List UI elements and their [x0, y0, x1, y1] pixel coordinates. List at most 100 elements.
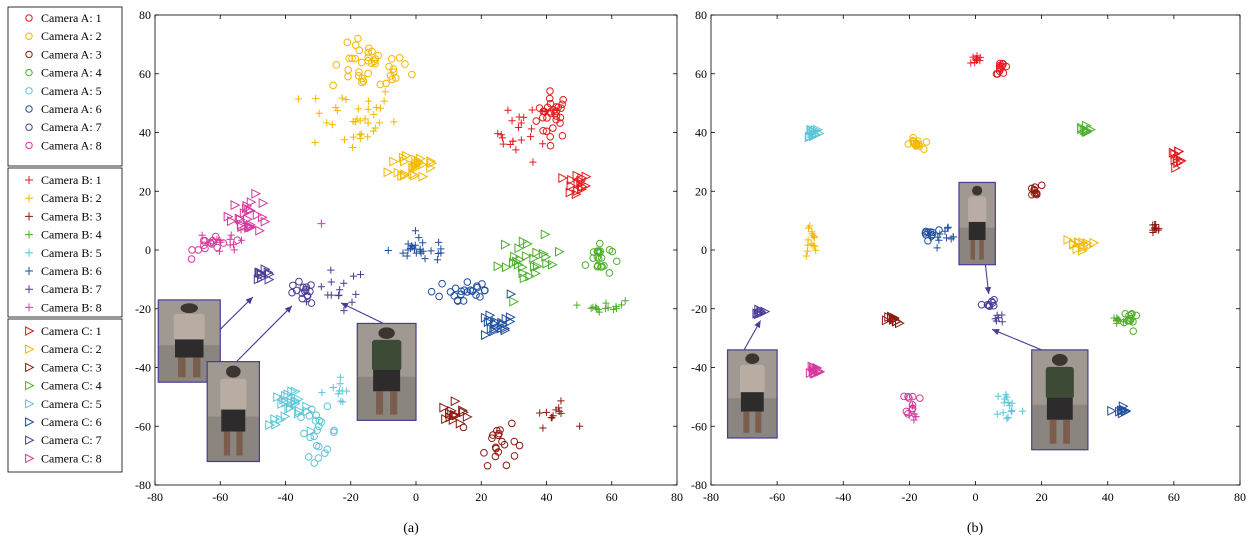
legend-entry: Camera C: 8	[41, 451, 102, 465]
y-tick-label: -40	[691, 361, 707, 375]
point-camera-c-5	[286, 397, 297, 408]
point-camera-c-3	[884, 312, 895, 323]
point-camera-b-1	[509, 137, 517, 145]
point-camera-a-4	[589, 254, 597, 262]
point-camera-c-3	[448, 415, 459, 426]
point-camera-b-6	[419, 239, 427, 247]
point-camera-a-3	[502, 461, 511, 470]
point-camera-a-3	[496, 426, 504, 434]
point-camera-b-5	[336, 380, 344, 388]
point-camera-b-5	[1003, 415, 1011, 423]
point-camera-c-1	[1170, 155, 1181, 166]
point-camera-c-2	[402, 150, 412, 161]
legend-entry: Camera C: 6	[41, 415, 102, 429]
legend-entry: Camera C: 5	[41, 397, 102, 411]
point-camera-c-8	[810, 368, 821, 379]
legend-marker-circle	[25, 105, 33, 113]
y-tick-label: -20	[135, 302, 151, 316]
point-camera-c-5	[273, 392, 284, 403]
point-camera-c-4	[518, 268, 529, 279]
point-camera-a-3	[510, 452, 519, 460]
point-camera-a-7	[307, 281, 315, 289]
legend-entry: Camera A: 5	[41, 84, 102, 98]
point-camera-c-3	[455, 418, 466, 429]
point-camera-b-6	[412, 249, 420, 257]
point-camera-a-1	[552, 112, 561, 120]
legend-entry: Camera A: 6	[41, 102, 102, 116]
point-camera-a-6	[460, 286, 469, 294]
point-camera-c-5	[271, 419, 282, 430]
point-camera-b-6	[411, 227, 420, 235]
point-camera-b-7	[352, 290, 360, 298]
point-camera-a-1	[558, 131, 567, 140]
point-camera-b-5	[1002, 391, 1010, 399]
point-camera-c-4	[514, 243, 525, 254]
point-camera-b-6	[416, 245, 424, 253]
point-camera-c-4	[508, 257, 519, 268]
point-camera-b-6	[935, 236, 943, 244]
point-camera-c-1	[581, 180, 592, 191]
point-camera-a-2	[345, 54, 354, 63]
y-tick-label: 0	[701, 243, 707, 257]
point-camera-a-1	[532, 117, 541, 125]
point-camera-b-7	[340, 306, 348, 315]
point-camera-b-7	[991, 315, 999, 323]
point-camera-a-2	[386, 72, 395, 80]
panel-a-x-ticks: -80 -60 -40 -20 0 20 40 60 80	[147, 15, 683, 504]
point-camera-c-8	[258, 198, 269, 209]
point-camera-b-5	[339, 398, 347, 406]
point-camera-b-8	[905, 411, 913, 420]
point-camera-c-6	[485, 315, 496, 326]
legend: Camera A: 1 Camera A: 2 Camera A: 3 Camera …	[7, 6, 123, 473]
point-camera-b-2	[349, 117, 357, 126]
point-camera-a-7	[288, 288, 296, 297]
panel-b: -80 -60 -40 -20 0 20 40 60 80 -80 -60 -40 -20 0 20 40 6…	[691, 8, 1246, 536]
x-tick-label: -60	[769, 490, 785, 504]
point-camera-b-7	[327, 266, 335, 274]
point-camera-a-2	[364, 69, 372, 78]
point-camera-c-8	[255, 225, 266, 236]
x-tick-label: -80	[703, 490, 719, 504]
point-camera-b-4	[573, 301, 581, 309]
point-camera-a-2	[382, 79, 390, 88]
point-camera-c-4	[542, 258, 553, 269]
legend-entry: Camera A: 7	[41, 120, 102, 134]
legend-marker-triangle	[25, 435, 35, 446]
point-camera-b-1	[504, 106, 512, 114]
point-camera-c-4	[529, 261, 540, 272]
panel-b-x-ticks: -80 -60 -40 -20 0 20 40 60 80	[703, 15, 1246, 504]
x-tick-label: 80	[671, 490, 683, 504]
point-camera-b-6	[403, 252, 411, 260]
point-camera-b-3	[557, 397, 565, 405]
x-tick-label: -60	[212, 490, 228, 504]
point-camera-b-3	[552, 406, 560, 414]
point-camera-a-2	[358, 78, 366, 87]
point-camera-c-1	[1174, 146, 1185, 157]
legend-entry: Camera C: 7	[41, 433, 102, 447]
annotation-arrowhead	[754, 320, 761, 329]
point-camera-a-3	[489, 431, 497, 439]
point-camera-b-3	[549, 412, 557, 420]
point-camera-b-2	[369, 127, 378, 135]
point-camera-b-7	[317, 283, 325, 291]
point-camera-c-2	[399, 170, 410, 181]
point-camera-b-6	[944, 223, 952, 231]
point-camera-a-4	[1127, 310, 1135, 319]
point-camera-b-2	[311, 138, 319, 147]
point-camera-b-8	[229, 241, 238, 249]
point-camera-a-1	[995, 61, 1004, 70]
y-tick-label: 40	[695, 126, 707, 140]
point-camera-a-2	[343, 38, 352, 47]
x-tick-label: 20	[475, 490, 487, 504]
annotation-arrowhead	[984, 286, 992, 295]
point-camera-a-3	[488, 434, 496, 443]
point-camera-a-4	[589, 248, 598, 256]
legend-marker-circle	[25, 50, 33, 59]
point-camera-a-2	[364, 53, 372, 61]
point-camera-c-4	[501, 262, 512, 273]
point-camera-a-4	[593, 247, 602, 255]
point-camera-a-7	[295, 277, 303, 286]
point-camera-b-1	[499, 140, 507, 148]
point-camera-c-4	[510, 251, 520, 262]
point-camera-a-6	[935, 226, 943, 234]
